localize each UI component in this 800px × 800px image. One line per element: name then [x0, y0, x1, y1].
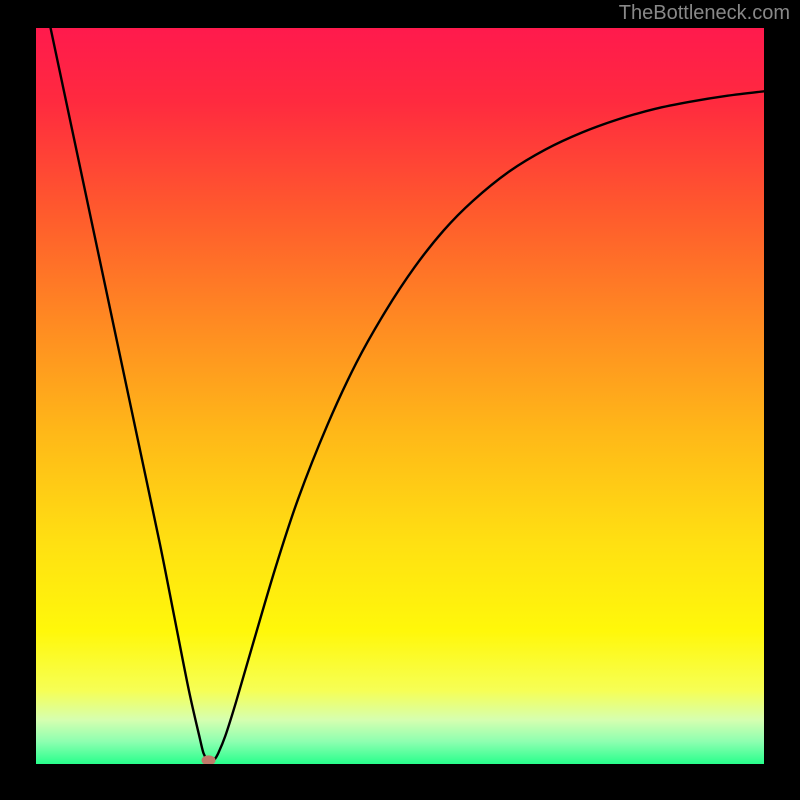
bottleneck-curve-chart [36, 28, 764, 764]
plot-area [36, 28, 764, 764]
gradient-background [36, 28, 764, 764]
watermark-text: TheBottleneck.com [619, 2, 790, 25]
chart-container: TheBottleneck.com [0, 0, 800, 800]
